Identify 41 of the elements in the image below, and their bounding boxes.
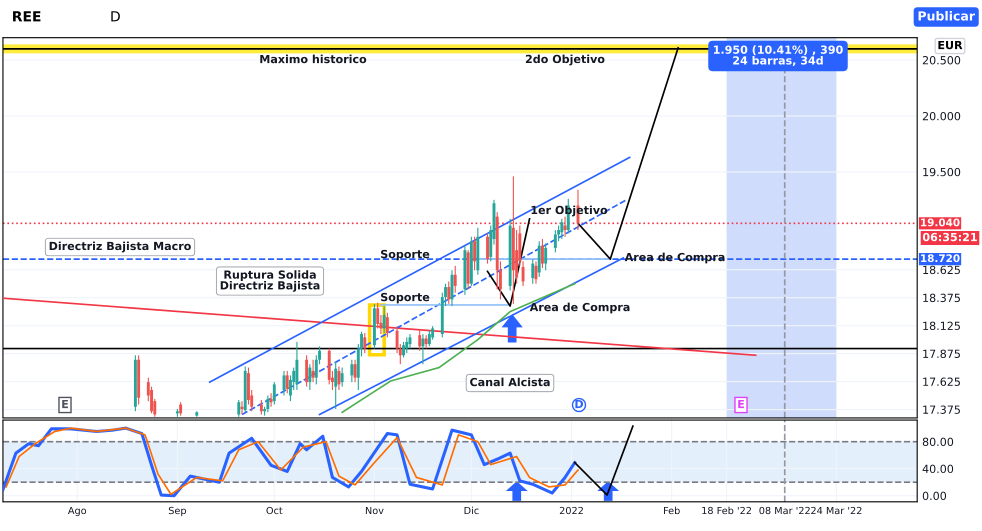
annotation: Canal Alcista [470, 378, 550, 386]
y-tick-label: 19.500 [923, 168, 960, 176]
y-tick-label: 17.875 [923, 350, 960, 358]
x-tick-label: Sep [168, 506, 186, 516]
text: Publicar [918, 10, 975, 21]
ref-line-label: 19.040 [921, 218, 960, 226]
y-tick-label: 17.375 [923, 405, 960, 414]
x-tick-label: Ago [68, 506, 86, 516]
x-tick-label: Dic [464, 506, 479, 514]
y-tick-label: 18.125 [923, 322, 960, 330]
x-tick-label: Nov [366, 506, 384, 514]
annotation: 1.950 (10.41%) , 390 24 barras, 34d [714, 45, 843, 66]
annotation: Directriz Bajista Macro [50, 242, 191, 252]
y-tick-label: 0.00 [922, 492, 946, 500]
x-tick-label: 08 Mar '22 [759, 506, 810, 514]
x-tick-label: Oct [266, 506, 282, 514]
annotation: 2do Objetivo [526, 54, 604, 66]
y-tick-label: 18.375 [923, 294, 960, 302]
x-tick-label: 18 Feb '22 [702, 506, 752, 514]
annotation: Ruptura Solida Directriz Bajista [220, 270, 320, 292]
y-tick-label: 17.625 [923, 378, 960, 386]
y-tick-label: 20.000 [922, 112, 960, 120]
x-tick-label: 2022 [560, 506, 583, 514]
text: 06:35:21 [922, 232, 977, 242]
annotation: Soporte [381, 292, 430, 304]
y-tick-label: 40.00 [922, 464, 954, 474]
text: EUR [938, 40, 962, 50]
annotation: Area de Compra [530, 302, 630, 314]
annotation: Soporte [381, 250, 430, 260]
annotation: E [738, 400, 744, 408]
y-tick-label: 80.00 [922, 438, 954, 446]
chart-subtitle: D [111, 11, 120, 22]
x-tick-label: 24 Mar '22 [811, 506, 862, 514]
x-tick-label: Feb [664, 506, 680, 514]
annotation: E [62, 400, 68, 408]
y-tick-label: 18.625 [923, 266, 960, 274]
ref-line-label: 18.720 [921, 254, 960, 262]
y-tick-label: 20.500 [922, 56, 960, 64]
annotation: D [575, 400, 584, 408]
annotation: Maximo historico [260, 54, 366, 64]
chart-title: REE [13, 11, 40, 22]
